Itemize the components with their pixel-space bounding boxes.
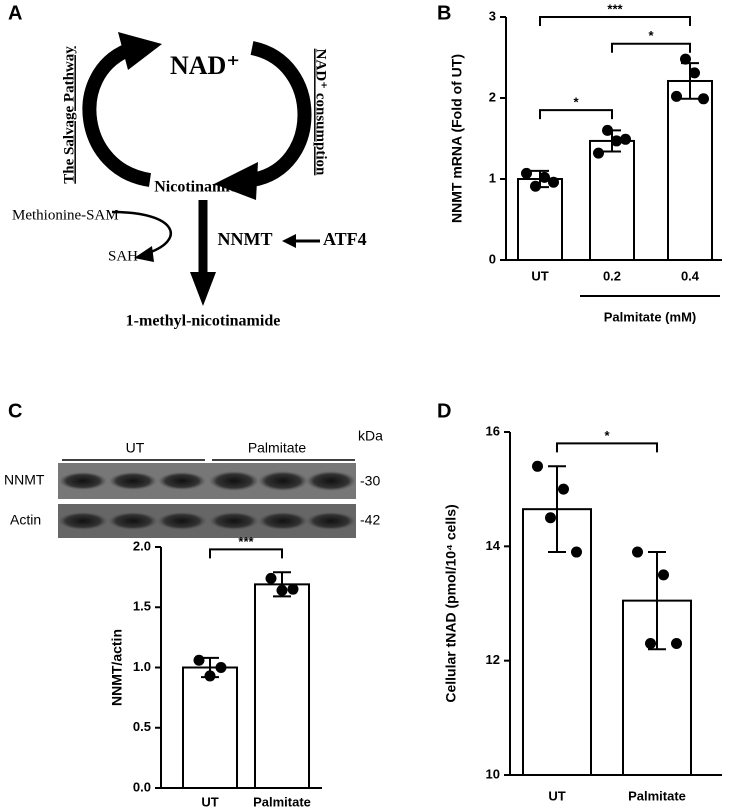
- panel-label: C: [8, 400, 22, 422]
- y-tick-label: 0.0: [133, 779, 151, 794]
- bar: [589, 139, 635, 261]
- y-tick-label: 1: [489, 170, 496, 185]
- donor-label: Methionine-SAM: [12, 207, 119, 223]
- bar: [667, 79, 713, 261]
- data-point: [611, 135, 622, 147]
- data-point: [680, 53, 691, 65]
- data-point: [215, 662, 227, 673]
- bar: [254, 583, 310, 789]
- y-axis-label: Cellular tNAD (pmol/10⁴ cells): [443, 504, 459, 702]
- unit-label: kDa: [358, 428, 383, 444]
- group-label: Palmitate: [248, 440, 307, 456]
- data-point: [204, 670, 216, 682]
- data-point: [689, 67, 700, 79]
- y-tick-label: 3: [489, 8, 496, 23]
- salvage-label: The Salvage Pathway: [61, 46, 77, 184]
- x-tick-label: 0.4: [681, 268, 700, 283]
- data-point: [193, 654, 205, 666]
- arrow-head: [214, 162, 258, 200]
- bands: [58, 471, 356, 530]
- marker-label: -30: [360, 473, 380, 489]
- data-point: [620, 133, 631, 145]
- significance-bracket: [539, 109, 613, 120]
- consumption-arrow: [250, 41, 312, 187]
- significance-label: *: [648, 28, 654, 43]
- y-tick-label: 14: [486, 538, 501, 553]
- significance-bracket: [209, 548, 283, 559]
- nad-label: NAD⁺: [170, 51, 240, 80]
- data-point: [632, 546, 643, 558]
- group-label: UT: [126, 440, 145, 456]
- data-point: [645, 638, 656, 650]
- data-point: [276, 584, 288, 596]
- bar: [182, 666, 238, 789]
- x-tick-label: UT: [201, 794, 218, 809]
- x-tick-label: 0.2: [603, 268, 621, 283]
- western-blot: UT Palmitate kDa NNMT -30 Actin -42: [4, 428, 383, 538]
- enzyme-label: NNMT: [218, 229, 273, 249]
- group-label: Palmitate (mM): [604, 309, 696, 324]
- y-tick-label: 1.0: [133, 659, 151, 674]
- data-point: [545, 512, 556, 524]
- bar: [517, 178, 563, 261]
- pathway-diagram: NAD⁺ The Salvage Pathway NAD⁺ consumptio…: [12, 32, 367, 330]
- panel-label: B: [437, 2, 451, 24]
- significance-bracket: [556, 442, 658, 453]
- data-point: [671, 90, 682, 102]
- methyl-arrow: [111, 210, 172, 255]
- byproduct-label: SAH: [108, 248, 138, 264]
- row-label: NNMT: [4, 472, 45, 488]
- y-axis-label: NNMT mRNA (Fold of UT): [449, 54, 465, 223]
- y-tick-label: 2: [489, 89, 496, 104]
- arrow-head: [190, 272, 216, 306]
- y-tick-label: 1.5: [133, 599, 151, 614]
- data-point: [593, 147, 604, 159]
- salvage-arrow: [82, 43, 152, 187]
- data-point: [698, 93, 709, 105]
- data-point: [548, 176, 559, 188]
- x-tick-label: Palmitate: [628, 788, 686, 803]
- y-axis-label: NNMT/actin: [109, 629, 125, 706]
- data-point: [558, 483, 569, 495]
- consumption-label: NAD⁺ consumption: [313, 49, 329, 176]
- significance-label: *: [573, 95, 579, 110]
- significance-label: ***: [238, 534, 254, 549]
- y-tick-label: 0: [489, 251, 496, 266]
- product-label: 1-methyl-nicotinamide: [126, 313, 281, 330]
- y-tick-label: 2.0: [133, 538, 151, 553]
- nicotinamide-label: Nicotinamide: [154, 179, 246, 196]
- arrow-head: [282, 234, 296, 248]
- x-tick-label: UT: [531, 268, 548, 283]
- panel-label: A: [8, 2, 22, 24]
- panel-label: D: [437, 400, 451, 422]
- y-tick-label: 0.5: [133, 719, 151, 734]
- data-point: [530, 180, 541, 192]
- data-point: [532, 460, 543, 472]
- significance-bracket: [539, 16, 691, 26]
- regulator-label: ATF4: [323, 229, 367, 249]
- data-point: [265, 572, 277, 584]
- data-point: [602, 124, 613, 136]
- marker-label: -42: [360, 512, 380, 528]
- data-point: [287, 583, 299, 595]
- data-point: [671, 638, 682, 650]
- data-point: [658, 569, 669, 581]
- data-point: [571, 546, 582, 558]
- data-point: [521, 167, 532, 179]
- arrow-head: [134, 246, 154, 262]
- significance-bracket: [611, 42, 691, 53]
- data-point: [539, 171, 550, 183]
- y-tick-label: 16: [486, 423, 500, 438]
- significance-label: ***: [607, 1, 623, 16]
- y-tick-label: 12: [486, 652, 500, 667]
- x-tick-label: Palmitate: [253, 794, 311, 809]
- x-tick-label: UT: [548, 788, 565, 803]
- significance-label: *: [604, 428, 610, 443]
- y-tick-label: 10: [486, 766, 500, 781]
- row-label: Actin: [10, 512, 41, 528]
- arrow-head: [118, 32, 162, 70]
